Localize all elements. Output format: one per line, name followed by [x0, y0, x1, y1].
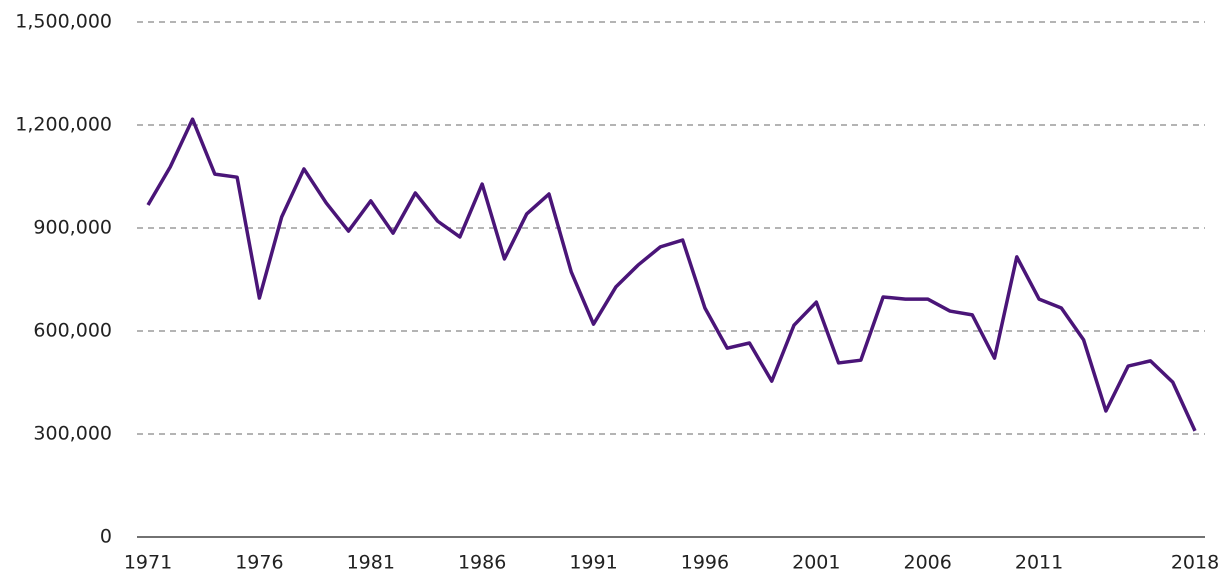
x-tick-label: 2011 [1015, 552, 1063, 574]
y-tick-label: 600,000 [33, 320, 112, 342]
x-tick-label: 1976 [235, 552, 283, 574]
x-tick-label: 1991 [569, 552, 617, 574]
x-tick-label: 1971 [124, 552, 172, 574]
x-tick-label: 2001 [792, 552, 840, 574]
y-tick-label: 300,000 [33, 423, 112, 445]
x-tick-label: 2018 [1171, 552, 1219, 574]
y-tick-label: 1,200,000 [15, 114, 112, 136]
y-tick-label: 1,500,000 [15, 11, 112, 33]
line-series [146, 117, 1197, 432]
x-tick-label: 1996 [681, 552, 729, 574]
x-tick-label: 1986 [458, 552, 506, 574]
x-tick-label: 1981 [347, 552, 395, 574]
y-tick-label: 900,000 [33, 217, 112, 239]
x-tick-label: 2006 [904, 552, 952, 574]
y-tick-label: 0 [100, 526, 112, 548]
